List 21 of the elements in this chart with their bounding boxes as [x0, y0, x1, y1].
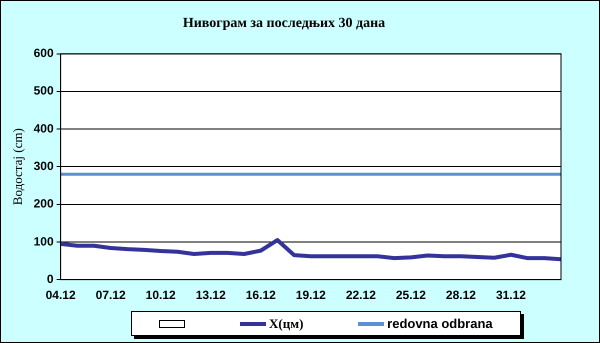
x-tick-label: 16.12	[246, 288, 276, 302]
y-tick-label: 200	[34, 196, 54, 211]
y-tick-label: 600	[34, 46, 54, 60]
y-tick-label: 500	[34, 84, 54, 98]
x-tick-label: 22.12	[346, 288, 376, 302]
y-tick-label: 300	[34, 159, 54, 174]
x-tick-label: 04.12	[46, 288, 76, 302]
legend-label: X(цм)	[269, 316, 304, 332]
x-tick-label: 13.12	[196, 288, 226, 302]
x-tick-label: 25.12	[396, 288, 426, 302]
legend-label: redovna odbrana	[387, 316, 493, 331]
chart-title: Нивограм за последњих 30 дана	[182, 16, 386, 32]
x-tick-label: 31.12	[496, 288, 526, 302]
x-tick-label: 07.12	[96, 288, 126, 302]
x-tick-label: 10.12	[146, 288, 176, 302]
y-tick-label: 400	[34, 121, 54, 136]
x-tick-label: 28.12	[446, 288, 476, 302]
y-axis-title: Водостај (cm)	[10, 128, 26, 206]
y-tick-label: 0	[46, 272, 54, 286]
y-tick-label: 100	[34, 234, 54, 248]
x-tick-label: 19.12	[296, 288, 326, 302]
